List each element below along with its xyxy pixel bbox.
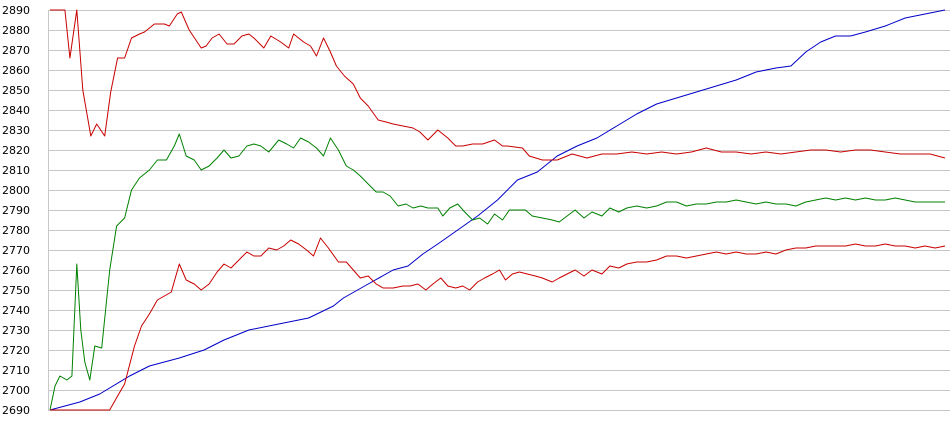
y-tick-label: 2820 (2, 144, 30, 157)
gridlines (48, 10, 950, 411)
y-tick-label: 2840 (2, 104, 30, 117)
series-line-4 (50, 237, 946, 411)
series-line-1 (49, 9, 946, 411)
y-tick-label: 2690 (2, 404, 30, 417)
y-tick-label: 2730 (2, 324, 30, 337)
y-tick-label: 2880 (2, 24, 30, 37)
y-tick-label: 2890 (2, 4, 30, 17)
y-tick-label: 2870 (2, 44, 30, 57)
y-tick-label: 2760 (2, 264, 30, 277)
series-line-3 (49, 133, 945, 411)
y-tick-label: 2860 (2, 64, 30, 77)
y-tick-label: 2780 (2, 224, 30, 237)
y-tick-label: 2700 (2, 384, 30, 397)
y-tick-label: 2800 (2, 184, 30, 197)
y-tick-label: 2720 (2, 344, 30, 357)
y-tick-label: 2830 (2, 124, 30, 137)
y-tick-label: 2750 (2, 284, 30, 297)
y-tick-label: 2790 (2, 204, 30, 217)
series-line-2 (50, 9, 946, 161)
y-tick-label: 2710 (2, 364, 30, 377)
y-tick-label: 2810 (2, 164, 30, 177)
y-tick-label: 2850 (2, 84, 30, 97)
y-tick-label: 2770 (2, 244, 30, 257)
y-axis-tick-labels: 2690 2700 2710 2720 2730 2740 2750 2760 2770 2780… (2, 4, 30, 417)
y-tick-label: 2740 (2, 304, 30, 317)
series-lines (49, 9, 946, 411)
